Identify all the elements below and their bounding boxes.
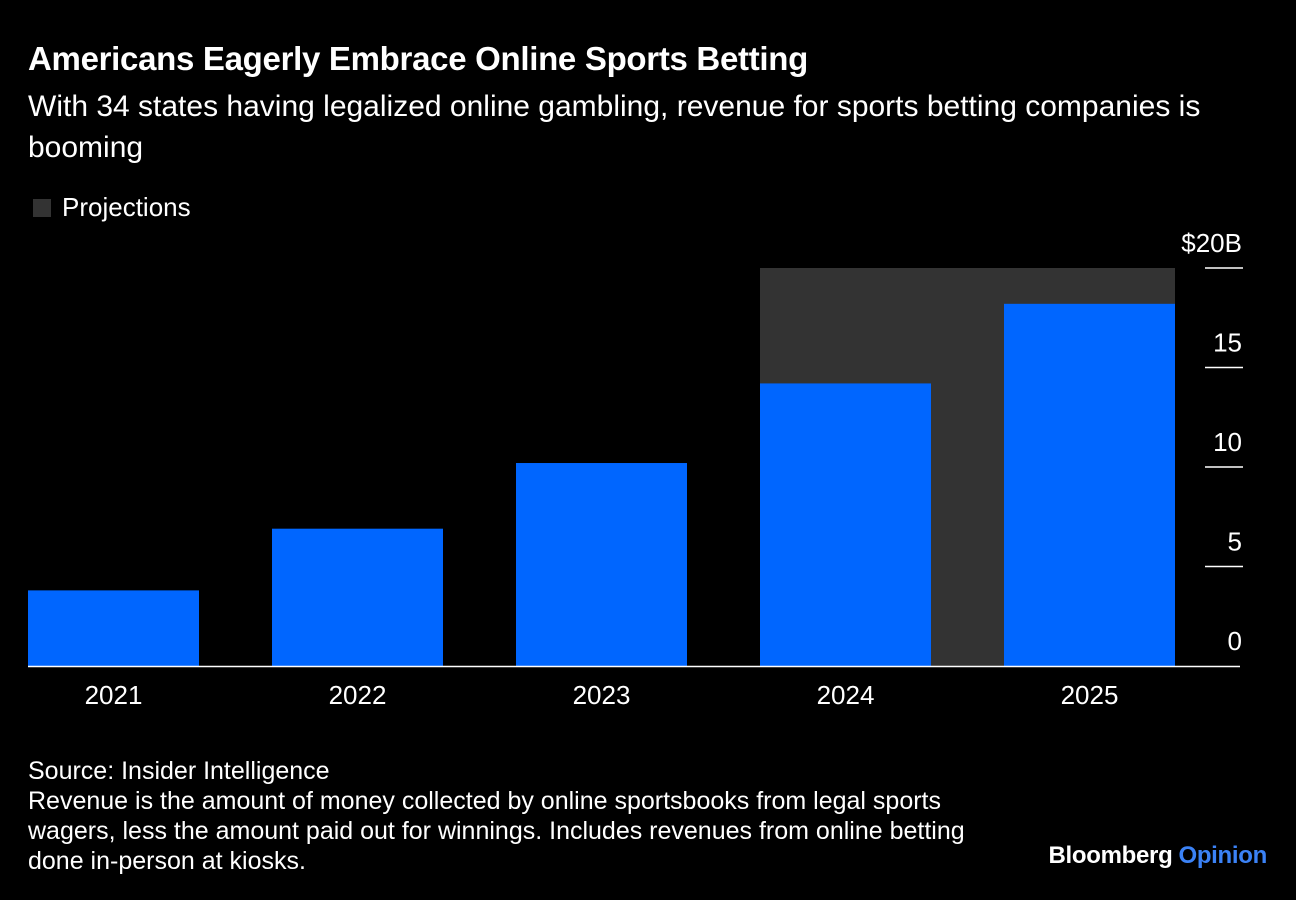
bar-2024 [760,383,931,666]
methodology-note: Revenue is the amount of money collected… [28,787,965,875]
y-tick-label-5: 5 [1228,527,1242,557]
brand-section: Opinion [1178,842,1267,869]
chart-title: Americans Eagerly Embrace Online Sports … [28,40,808,77]
brand-logo: Bloomberg Opinion [1048,842,1267,870]
legend: Projections [33,192,191,223]
legend-swatch-projections [33,198,51,217]
source-note: Source: Insider Intelligence [28,757,330,785]
y-tick-label-0: 0 [1228,626,1242,656]
y-tick-label-15: 15 [1213,328,1242,358]
chart-subtitle: With 34 states having legalized online g… [28,90,1201,164]
bar-2025 [1004,303,1175,666]
brand-name: Bloomberg [1048,842,1173,869]
x-tick-label-2024: 2024 [817,680,875,710]
bar-2022 [272,528,443,666]
bar-2021 [28,590,199,666]
bar-chart: 0 5 10 15 $20B 2021 2022 2023 2024 2025 [28,228,1243,710]
footer: Source: Insider Intelligence Revenue is … [28,756,988,876]
y-tick-label-20: $20B [1181,228,1242,258]
bar-2023 [516,463,687,666]
x-tick-label-2023: 2023 [573,680,631,710]
x-tick-label-2022: 2022 [329,680,387,710]
legend-label-projections: Projections [62,192,191,222]
x-tick-label-2025: 2025 [1061,680,1119,710]
x-tick-label-2021: 2021 [85,680,143,710]
y-tick-label-10: 10 [1213,427,1242,457]
